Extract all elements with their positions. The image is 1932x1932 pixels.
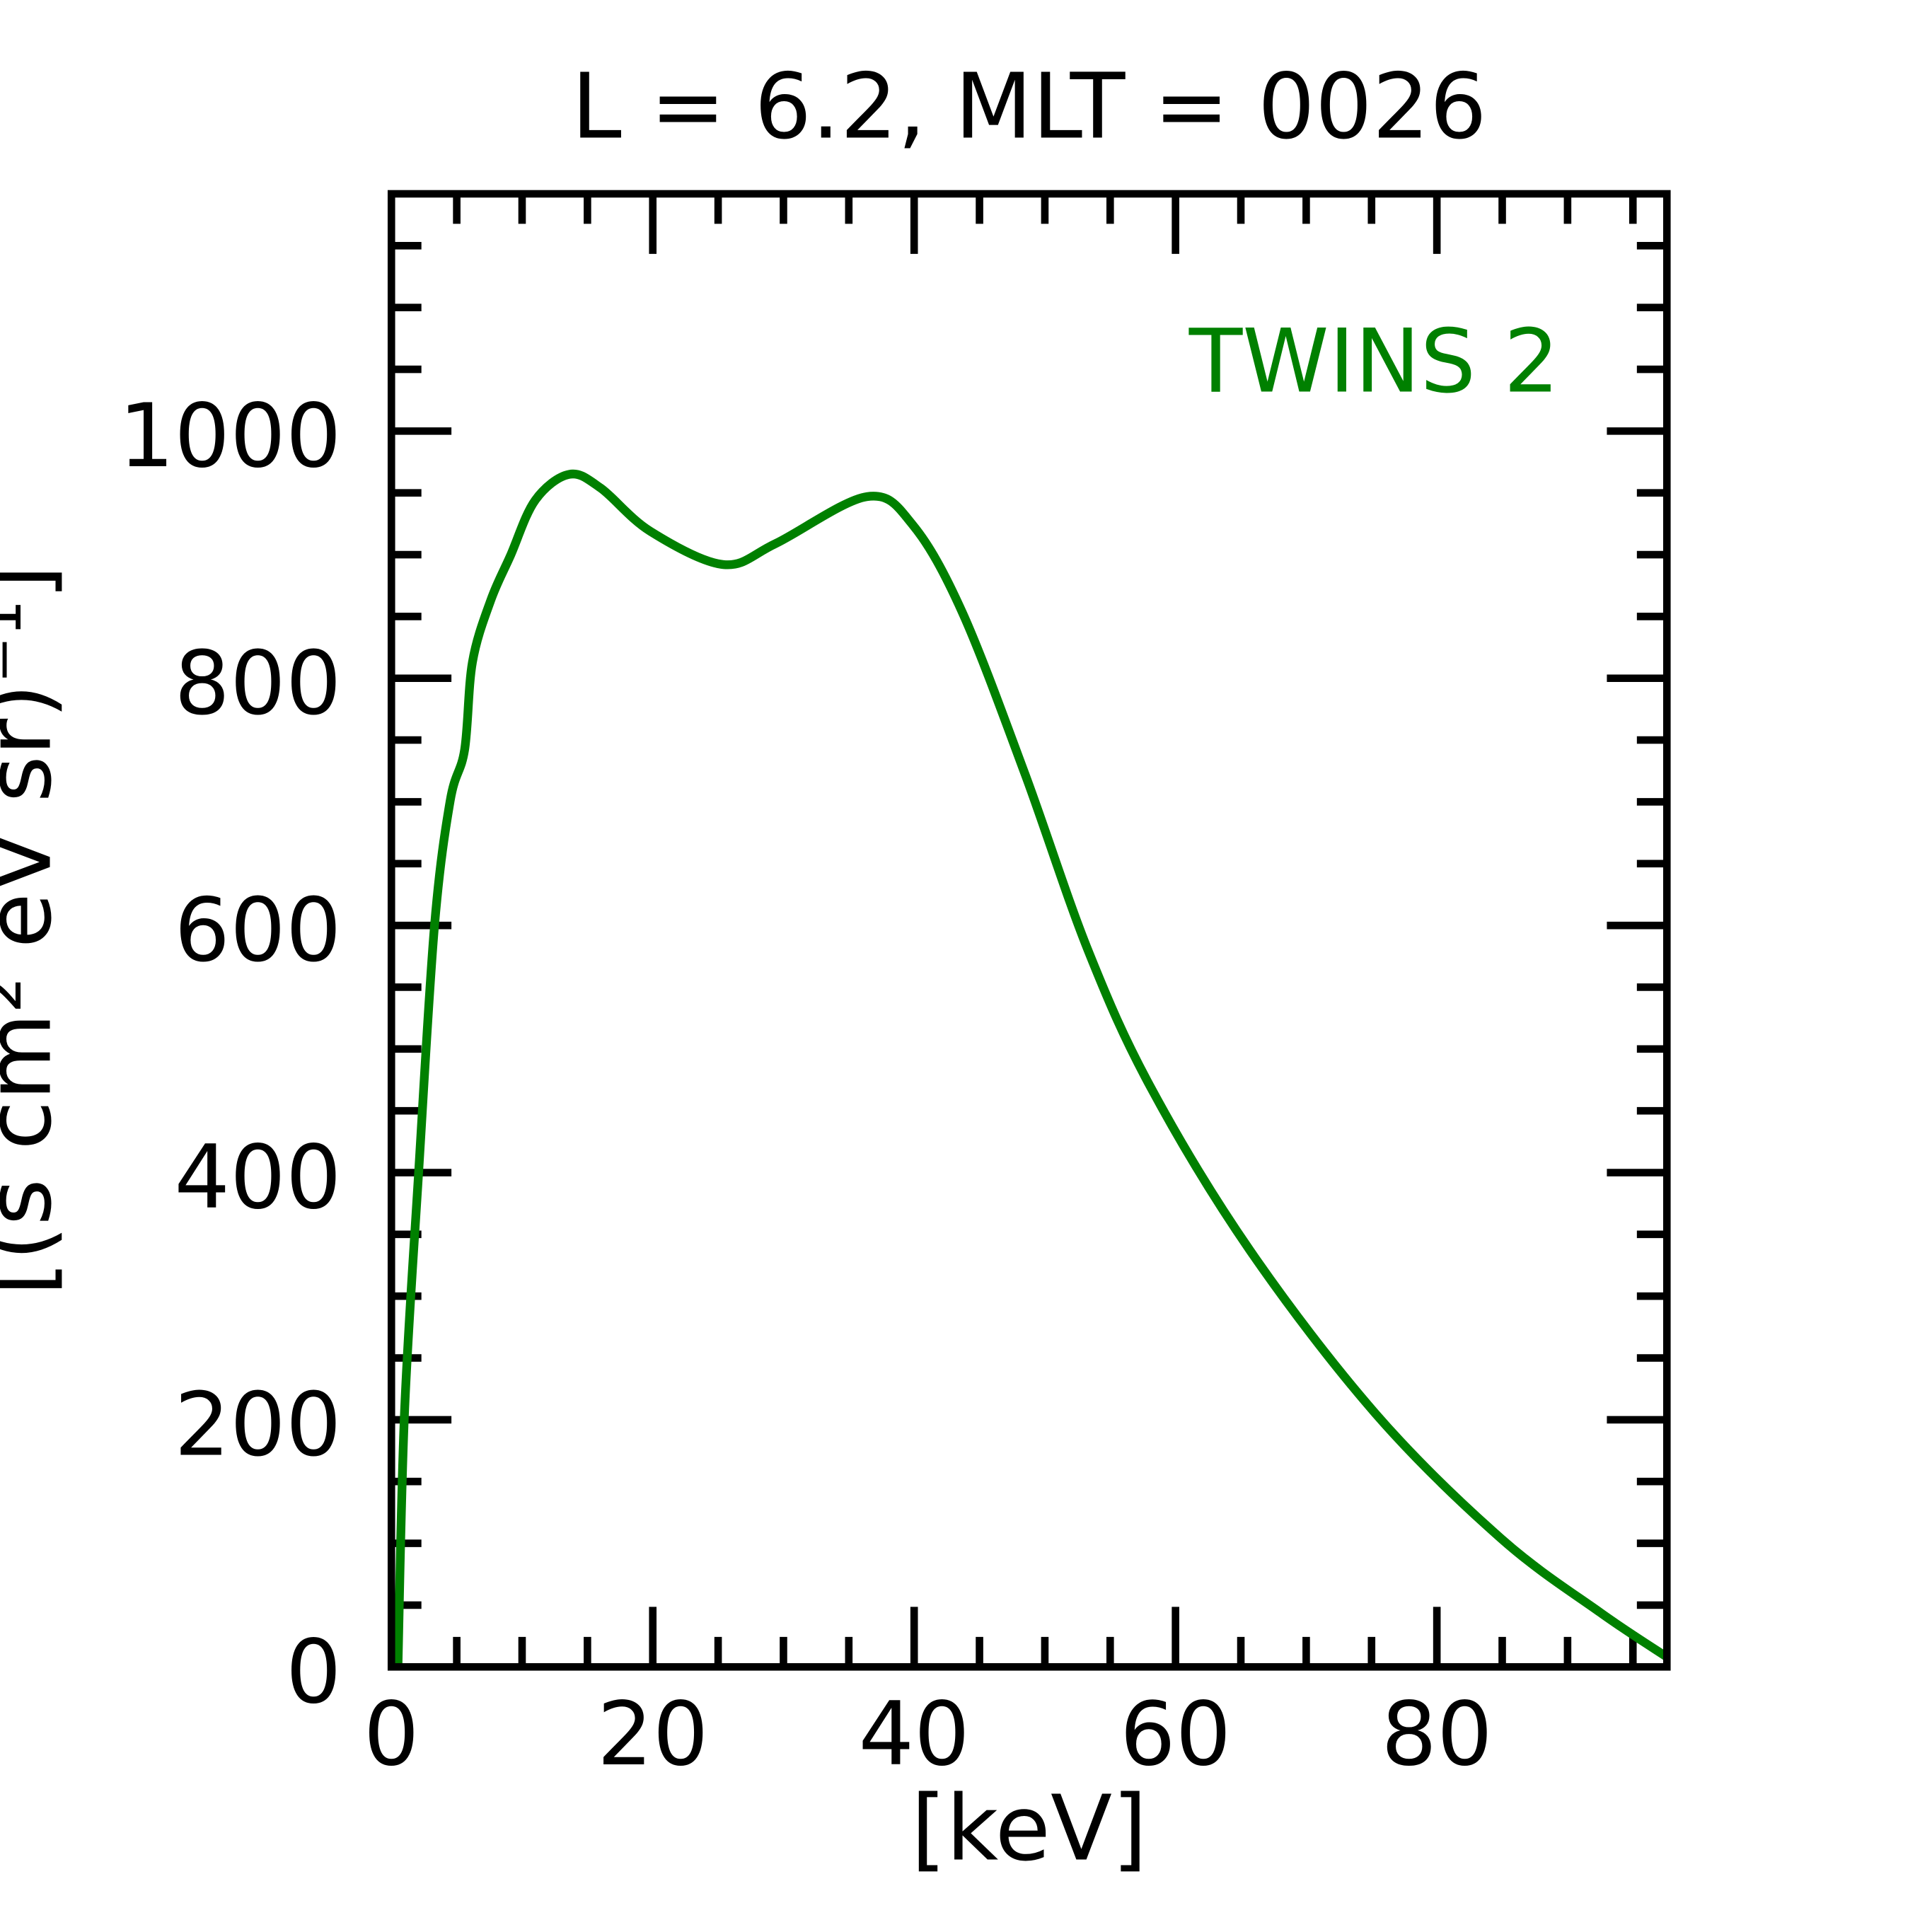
legend-label: TWINS 2 — [1188, 311, 1560, 412]
x-tick-label: 20 — [597, 1684, 708, 1786]
plot-frame — [387, 190, 1671, 1671]
x-tick-label: 0 — [364, 1684, 420, 1786]
chart-title: L = 6.2, MLT = 0026 — [572, 54, 1487, 159]
y-axis-label: [(s cm² eV sr)⁻¹] — [0, 565, 72, 1295]
y-tick-label: 1000 — [119, 386, 342, 487]
x-tick-label: 40 — [858, 1684, 969, 1786]
y-tick-label: 200 — [174, 1374, 341, 1476]
axis-ticks — [391, 193, 1667, 1667]
x-tick-label: 60 — [1120, 1684, 1231, 1786]
y-tick-label: 800 — [174, 632, 341, 734]
y-tick-label: 400 — [174, 1127, 341, 1229]
x-tick-label: 80 — [1381, 1684, 1492, 1786]
y-tick-label: 600 — [174, 880, 341, 982]
y-tick-label: 0 — [286, 1621, 342, 1723]
series-line-twins-2 — [393, 469, 1670, 1667]
x-axis-label: [keV] — [911, 1776, 1147, 1881]
